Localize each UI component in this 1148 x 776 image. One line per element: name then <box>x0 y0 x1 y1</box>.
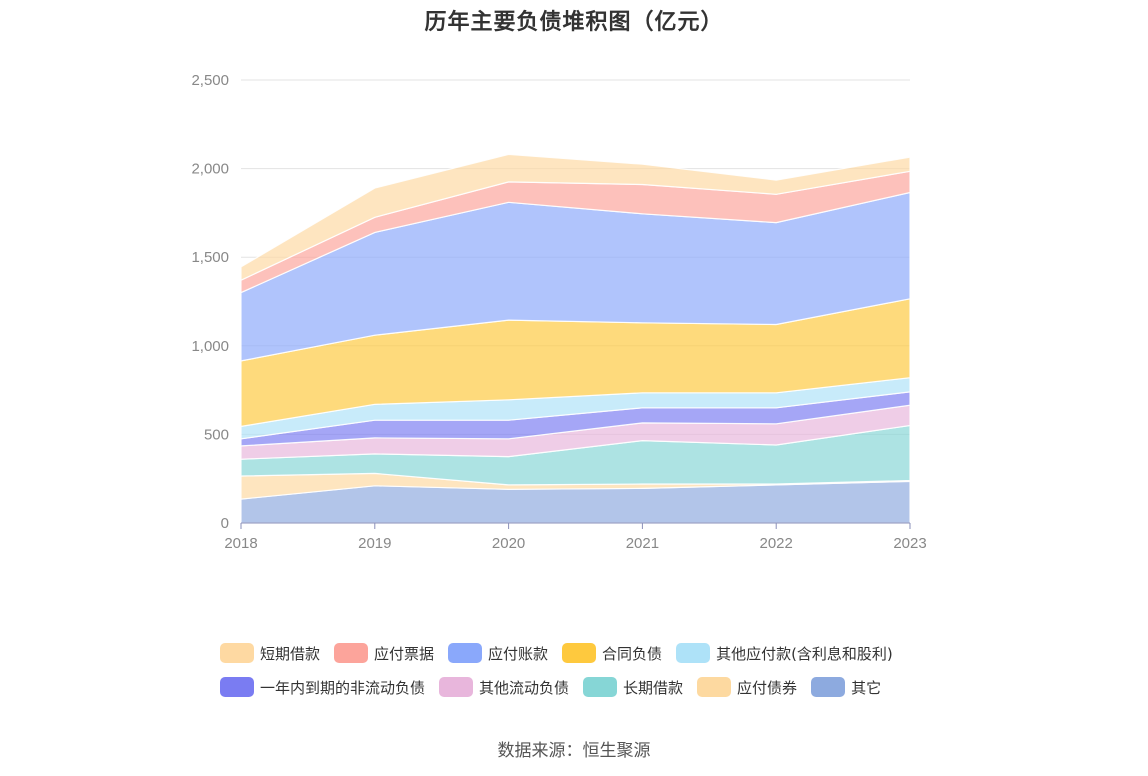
legend-row: 短期借款 应付票据 应付账款 合同负债 其他应付款(含利息和股利) <box>220 640 940 666</box>
legend-swatch <box>334 643 369 663</box>
legend: 短期借款 应付票据 应付账款 合同负债 其他应付款(含利息和股利) 一年内到期的非流动负… <box>220 640 940 708</box>
legend-label: 其他流动负债 <box>479 678 570 697</box>
legend-item[interactable]: 应付票据 <box>334 643 434 664</box>
x-tick-label: 2023 <box>893 535 926 552</box>
legend-label: 长期借款 <box>623 678 684 697</box>
legend-label: 应付账款 <box>488 644 549 663</box>
chart-title: 历年主要负债堆积图（亿元） <box>424 10 724 35</box>
legend-swatch <box>220 677 254 697</box>
area-series <box>240 153 911 282</box>
legend-item[interactable]: 短期借款 <box>220 643 320 664</box>
x-tick-label: 2021 <box>626 535 659 552</box>
stacked-area-chart: 0 500 1,000 1,500 2,000 2,500 2018 2019 2020 202… <box>191 72 927 552</box>
legend-label: 其它 <box>851 678 882 697</box>
area-series-group <box>240 153 911 524</box>
source-note: 数据来源：恒生聚源 <box>497 741 651 761</box>
legend-item[interactable]: 其他流动负债 <box>439 677 569 698</box>
legend-label: 应付票据 <box>374 644 435 663</box>
y-tick-label: 2,000 <box>191 161 229 178</box>
legend-swatch <box>811 677 846 697</box>
legend-item[interactable]: 长期借款 <box>583 677 683 698</box>
legend-label: 合同负债 <box>602 644 663 663</box>
x-tick-label: 2018 <box>224 535 257 552</box>
legend-item[interactable]: 一年内到期的非流动负债 <box>220 677 425 698</box>
legend-swatch <box>220 643 254 663</box>
legend-swatch <box>583 677 618 697</box>
legend-item[interactable]: 应付债券 <box>697 677 797 698</box>
x-axis: 2018 2019 2020 2021 2022 2023 <box>224 522 927 552</box>
legend-item[interactable]: 合同负债 <box>562 643 662 664</box>
y-axis: 0 500 1,000 1,500 2,000 2,500 <box>191 72 229 532</box>
legend-label: 一年内到期的非流动负债 <box>260 678 426 697</box>
legend-label: 其他应付款(含利息和股利) <box>716 644 893 663</box>
legend-row: 一年内到期的非流动负债 其他流动负债 长期借款 应付债券 其它 <box>220 674 940 700</box>
legend-label: 短期借款 <box>260 644 321 663</box>
legend-label: 应付债券 <box>737 678 798 697</box>
x-tick-label: 2019 <box>358 535 391 552</box>
y-tick-label: 2,500 <box>191 72 229 89</box>
legend-item[interactable]: 其它 <box>811 677 881 698</box>
legend-swatch <box>448 643 483 663</box>
legend-item[interactable]: 应付账款 <box>448 643 548 664</box>
y-tick-label: 1,500 <box>191 249 229 266</box>
y-tick-label: 0 <box>221 515 229 532</box>
legend-swatch <box>676 643 711 663</box>
legend-swatch <box>439 677 474 697</box>
x-tick-label: 2020 <box>492 535 525 552</box>
legend-item[interactable]: 其他应付款(含利息和股利) <box>676 643 893 664</box>
y-tick-label: 1,000 <box>191 338 229 355</box>
y-tick-label: 500 <box>204 426 229 443</box>
legend-swatch <box>697 677 732 697</box>
x-tick-label: 2022 <box>760 535 793 552</box>
legend-swatch <box>562 643 597 663</box>
